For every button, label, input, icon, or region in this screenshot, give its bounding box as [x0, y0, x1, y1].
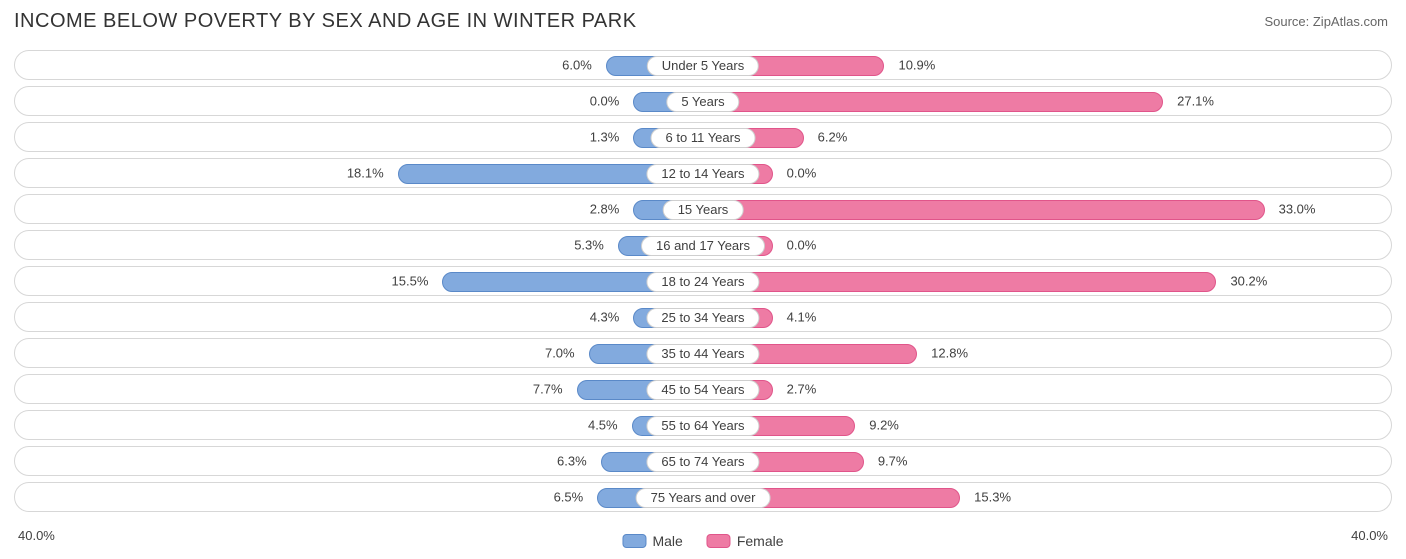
category-label: 45 to 54 Years [646, 380, 759, 400]
chart-row: 18.1% 0.0% 12 to 14 Years [14, 158, 1392, 188]
category-label: 6 to 11 Years [651, 128, 756, 148]
chart-row: 15.5% 30.2% 18 to 24 Years [14, 266, 1392, 296]
chart-row: 6.0% 10.9% Under 5 Years [14, 50, 1392, 80]
female-value-label: 0.0% [787, 166, 817, 181]
male-value-label: 7.7% [533, 382, 563, 397]
male-value-label: 6.5% [554, 490, 584, 505]
female-bar [697, 272, 1216, 292]
chart-area: 6.0% 10.9% Under 5 Years 0.0% 27.1% 5 Years 1.… [14, 50, 1392, 523]
female-value-label: 9.2% [869, 418, 899, 433]
male-value-label: 1.3% [590, 130, 620, 145]
chart-row: 1.3% 6.2% 6 to 11 Years [14, 122, 1392, 152]
chart-row: 4.3% 4.1% 25 to 34 Years [14, 302, 1392, 332]
female-value-label: 30.2% [1230, 274, 1267, 289]
category-label: 75 Years and over [636, 488, 771, 508]
male-value-label: 5.3% [574, 238, 604, 253]
chart-row: 6.5% 15.3% 75 Years and over [14, 482, 1392, 512]
male-value-label: 6.0% [562, 58, 592, 73]
category-label: 16 and 17 Years [641, 236, 765, 256]
female-value-label: 9.7% [878, 454, 908, 469]
legend-item-female: Female [707, 533, 784, 549]
chart-row: 4.5% 9.2% 55 to 64 Years [14, 410, 1392, 440]
female-value-label: 15.3% [974, 490, 1011, 505]
category-label: 15 Years [663, 200, 744, 220]
axis-label-right: 40.0% [1351, 528, 1388, 543]
chart-row: 6.3% 9.7% 65 to 74 Years [14, 446, 1392, 476]
legend-item-male: Male [622, 533, 682, 549]
male-value-label: 7.0% [545, 346, 575, 361]
category-label: 12 to 14 Years [646, 164, 759, 184]
axis-label-left: 40.0% [18, 528, 55, 543]
female-value-label: 0.0% [787, 238, 817, 253]
female-value-label: 10.9% [898, 58, 935, 73]
category-label: 18 to 24 Years [646, 272, 759, 292]
chart-row: 0.0% 27.1% 5 Years [14, 86, 1392, 116]
female-value-label: 6.2% [818, 130, 848, 145]
legend: Male Female [622, 533, 783, 549]
chart-row: 7.0% 12.8% 35 to 44 Years [14, 338, 1392, 368]
category-label: 35 to 44 Years [646, 344, 759, 364]
category-label: 5 Years [666, 92, 739, 112]
female-value-label: 4.1% [787, 310, 817, 325]
chart-row: 7.7% 2.7% 45 to 54 Years [14, 374, 1392, 404]
female-bar [697, 200, 1265, 220]
female-bar [697, 92, 1163, 112]
category-label: 55 to 64 Years [646, 416, 759, 436]
chart-row: 2.8% 33.0% 15 Years [14, 194, 1392, 224]
category-label: 65 to 74 Years [646, 452, 759, 472]
male-value-label: 6.3% [557, 454, 587, 469]
male-value-label: 2.8% [590, 202, 620, 217]
male-value-label: 0.0% [590, 94, 620, 109]
chart-title: INCOME BELOW POVERTY BY SEX AND AGE IN W… [14, 10, 637, 33]
legend-swatch-male [622, 534, 646, 548]
source-attribution: Source: ZipAtlas.com [1264, 14, 1388, 29]
legend-label-male: Male [652, 533, 682, 549]
male-value-label: 4.3% [590, 310, 620, 325]
female-value-label: 2.7% [787, 382, 817, 397]
female-value-label: 33.0% [1279, 202, 1316, 217]
chart-row: 5.3% 0.0% 16 and 17 Years [14, 230, 1392, 260]
category-label: Under 5 Years [647, 56, 759, 76]
male-value-label: 18.1% [347, 166, 384, 181]
male-value-label: 4.5% [588, 418, 618, 433]
female-value-label: 12.8% [931, 346, 968, 361]
male-value-label: 15.5% [392, 274, 429, 289]
female-value-label: 27.1% [1177, 94, 1214, 109]
category-label: 25 to 34 Years [646, 308, 759, 328]
legend-swatch-female [707, 534, 731, 548]
legend-label-female: Female [737, 533, 784, 549]
